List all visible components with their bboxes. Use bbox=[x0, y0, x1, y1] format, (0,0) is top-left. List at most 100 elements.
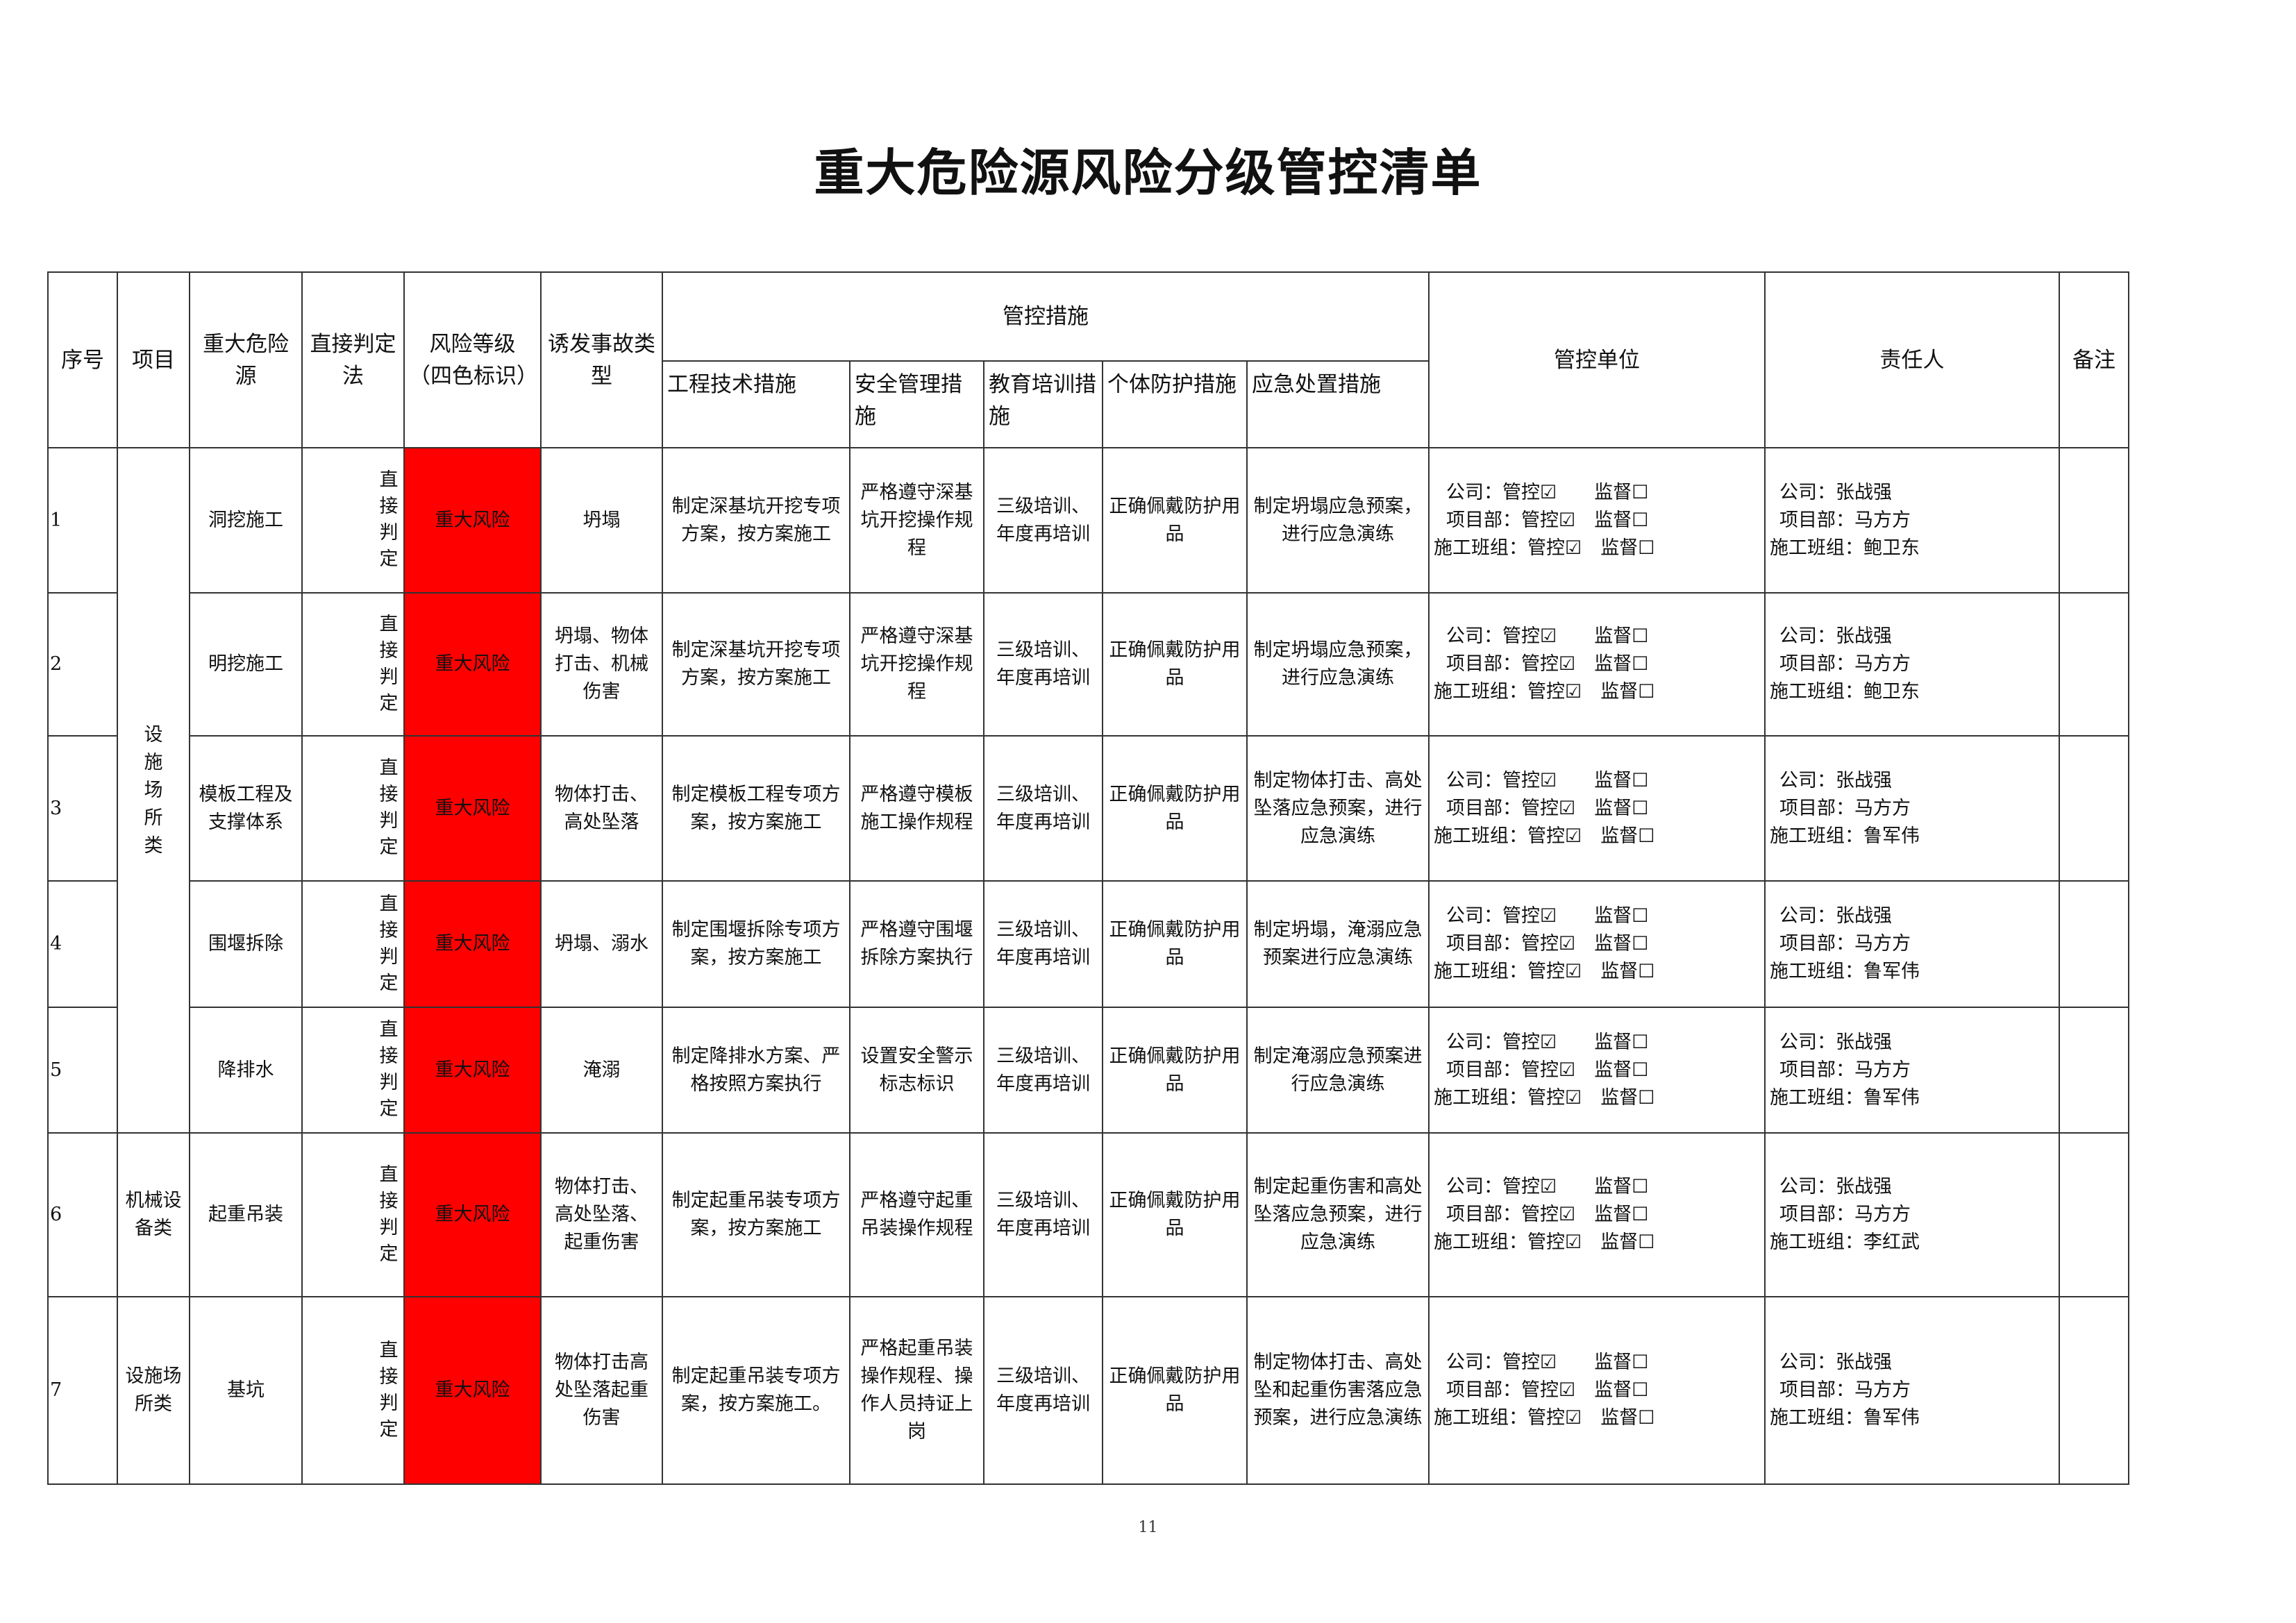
judgement-method: 直接判定 bbox=[301, 1132, 405, 1297]
header-remark: 备注 bbox=[2059, 271, 2130, 448]
method-text: 直接判定 bbox=[379, 757, 399, 858]
control-unit-line[interactable]: 项目部：管控☑ 监督☐ bbox=[1446, 1379, 1649, 1401]
judgement-method: 直接判定 bbox=[301, 447, 405, 594]
ppe-measure: 正确佩戴防护用品 bbox=[1102, 1132, 1248, 1297]
method-text: 直接判定 bbox=[379, 1163, 399, 1265]
control-unit: 公司：管控☑ 监督☐ 项目部：管控☑ 监督☐ 施工班组：管控☑ 监督☐ bbox=[1428, 447, 1766, 594]
project-label: 机械设备类 bbox=[125, 1190, 182, 1239]
risk-control-table: 序号 项目 重大危险源 直接判定法 风险等级（四色标识） 诱发事故类型 管控措施… bbox=[47, 271, 2130, 1485]
control-unit-line[interactable]: 项目部：管控☑ 监督☐ bbox=[1446, 797, 1649, 819]
control-unit-line[interactable]: 项目部：管控☑ 监督☐ bbox=[1446, 933, 1649, 955]
header-risk-level: 风险等级（四色标识） bbox=[403, 271, 542, 448]
risk-level-badge: 重大风险 bbox=[403, 1296, 542, 1485]
table-row: 4 围堰拆除 直接判定 重大风险 坍塌、溺水 制定围堰拆除专项方案，按方案施工 严格遵守围堰… bbox=[47, 880, 2130, 1008]
remark bbox=[2059, 1007, 2130, 1134]
emergency-measure: 制定物体打击、高处坠落应急预案，进行应急演练 bbox=[1246, 735, 1430, 882]
header-management: 安全管理措施 bbox=[849, 360, 984, 448]
remark bbox=[2059, 1132, 2130, 1297]
risk-level-badge: 重大风险 bbox=[403, 592, 542, 737]
control-unit-line[interactable]: 项目部：管控☑ 监督☐ bbox=[1446, 1059, 1649, 1081]
education-measure: 三级培训、年度再培训 bbox=[983, 735, 1103, 882]
method-text: 直接判定 bbox=[379, 893, 399, 994]
table-row: 1 设施场所类 洞挖施工 直接判定 重大风险 坍塌 制定深基坑开挖专项方案，按方案施工 严格遵… bbox=[47, 447, 2130, 1134]
row-seq: 2 bbox=[47, 592, 118, 737]
person-line: 项目部：马方方 bbox=[1779, 1204, 1911, 1225]
table-row: 6 机械设备类 起重吊装 直接判定 重大风险 物体打击、高处坠落、起重伤害 制定起重吊装专项… bbox=[47, 1132, 2130, 1297]
responsible-person: 公司：张战强 项目部：马方方 施工班组：李红武 bbox=[1764, 1132, 2061, 1297]
hazard-name: 模板工程及支撑体系 bbox=[189, 735, 303, 882]
row-seq: 5 bbox=[47, 1007, 118, 1134]
accident-type: 坍塌、溺水 bbox=[540, 880, 663, 1008]
management-measure: 严格遵守围堰拆除方案执行 bbox=[849, 880, 984, 1008]
accident-type: 坍塌 bbox=[540, 447, 663, 594]
accident-type: 物体打击高处坠落起重伤害 bbox=[540, 1296, 663, 1485]
control-unit-line[interactable]: 施工班组：管控☑ 监督☐ bbox=[1434, 961, 1655, 982]
control-unit-line[interactable]: 施工班组：管控☑ 监督☐ bbox=[1434, 681, 1655, 703]
row-seq: 3 bbox=[47, 735, 118, 882]
management-measure: 设置安全警示标志标识 bbox=[849, 1007, 984, 1134]
ppe-measure: 正确佩戴防护用品 bbox=[1102, 1296, 1248, 1485]
risk-level-badge: 重大风险 bbox=[403, 880, 542, 1008]
accident-type: 淹溺 bbox=[540, 1007, 663, 1134]
risk-level-badge: 重大风险 bbox=[403, 1132, 542, 1297]
control-unit-line[interactable]: 施工班组：管控☑ 监督☐ bbox=[1434, 537, 1655, 559]
row-seq: 4 bbox=[47, 880, 118, 1008]
person-line: 施工班组：鲁军伟 bbox=[1770, 1086, 1920, 1109]
person-line: 施工班组：鲁军伟 bbox=[1770, 1407, 1920, 1429]
person-line: 公司：张战强 bbox=[1779, 769, 1893, 791]
header-accident: 诱发事故类型 bbox=[540, 271, 663, 448]
control-unit-line[interactable]: 公司：管控☑ 监督☐ bbox=[1446, 1176, 1649, 1197]
header-measures: 管控措施 bbox=[661, 271, 1430, 362]
control-unit-line[interactable]: 施工班组：管控☑ 监督☐ bbox=[1434, 1086, 1655, 1109]
method-text: 直接判定 bbox=[379, 613, 399, 714]
header-engineering: 工程技术措施 bbox=[662, 360, 850, 448]
control-unit-line[interactable]: 施工班组：管控☑ 监督☐ bbox=[1434, 1231, 1655, 1253]
emergency-measure: 制定坍塌，淹溺应急预案进行应急演练 bbox=[1246, 880, 1430, 1008]
control-unit-line[interactable]: 公司：管控☑ 监督☐ bbox=[1446, 769, 1649, 791]
remark bbox=[2059, 592, 2130, 737]
row-seq: 1 bbox=[47, 447, 118, 594]
engineering-measure: 制定模板工程专项方案，按方案施工 bbox=[662, 735, 850, 882]
person-line: 公司：张战强 bbox=[1779, 625, 1893, 647]
remark bbox=[2059, 447, 2130, 594]
remark bbox=[2059, 1296, 2130, 1485]
engineering-measure: 制定降排水方案、严格按照方案执行 bbox=[662, 1007, 850, 1134]
person-line: 施工班组：鲍卫东 bbox=[1770, 681, 1920, 703]
page-title: 重大危险源风险分级管控清单 bbox=[814, 143, 1482, 202]
engineering-measure: 制定起重吊装专项方案，按方案施工。 bbox=[662, 1296, 850, 1485]
control-unit-line[interactable]: 公司：管控☑ 监督☐ bbox=[1446, 625, 1649, 647]
table-row: 7 设施场所类 基坑 直接判定 重大风险 物体打击高处坠落起重伤害 制定起重吊装专项方案，按… bbox=[47, 1296, 2130, 1485]
management-measure: 严格起重吊装操作规程、操作人员持证上岗 bbox=[849, 1296, 984, 1485]
person-line: 施工班组：鲍卫东 bbox=[1770, 537, 1920, 559]
control-unit-line[interactable]: 施工班组：管控☑ 监督☐ bbox=[1434, 1407, 1655, 1429]
ppe-measure: 正确佩戴防护用品 bbox=[1102, 735, 1248, 882]
control-unit-line[interactable]: 公司：管控☑ 监督☐ bbox=[1446, 1031, 1649, 1053]
control-unit: 公司：管控☑ 监督☐ 项目部：管控☑ 监督☐ 施工班组：管控☑ 监督☐ bbox=[1428, 1132, 1766, 1297]
control-unit-line[interactable]: 项目部：管控☑ 监督☐ bbox=[1446, 1204, 1649, 1225]
project-category: 设施场所类 bbox=[117, 447, 190, 1134]
hazard-name: 洞挖施工 bbox=[189, 447, 303, 594]
hazard-name: 明挖施工 bbox=[189, 592, 303, 737]
judgement-method: 直接判定 bbox=[301, 1007, 405, 1134]
control-unit-line[interactable]: 施工班组：管控☑ 监督☐ bbox=[1434, 825, 1655, 847]
hazard-name: 基坑 bbox=[189, 1296, 303, 1485]
engineering-measure: 制定深基坑开挖专项方案，按方案施工 bbox=[662, 592, 850, 737]
education-measure: 三级培训、年度再培训 bbox=[983, 880, 1103, 1008]
responsible-person: 公司：张战强 项目部：马方方 施工班组：鲁军伟 bbox=[1764, 880, 2061, 1008]
engineering-measure: 制定起重吊装专项方案，按方案施工 bbox=[662, 1132, 850, 1297]
ppe-measure: 正确佩戴防护用品 bbox=[1102, 592, 1248, 737]
control-unit-line[interactable]: 公司：管控☑ 监督☐ bbox=[1446, 905, 1649, 927]
header-project: 项目 bbox=[117, 271, 190, 448]
emergency-measure: 制定起重伤害和高处坠落应急预案，进行应急演练 bbox=[1246, 1132, 1430, 1297]
control-unit: 公司：管控☑ 监督☐ 项目部：管控☑ 监督☐ 施工班组：管控☑ 监督☐ bbox=[1428, 880, 1766, 1008]
person-line: 项目部：马方方 bbox=[1779, 933, 1911, 955]
control-unit-line[interactable]: 项目部：管控☑ 监督☐ bbox=[1446, 653, 1649, 675]
emergency-measure: 制定坍塌应急预案，进行应急演练 bbox=[1246, 447, 1430, 594]
control-unit-line[interactable]: 公司：管控☑ 监督☐ bbox=[1446, 481, 1649, 503]
accident-type: 物体打击、高处坠落、起重伤害 bbox=[540, 1132, 663, 1297]
control-unit-line[interactable]: 公司：管控☑ 监督☐ bbox=[1446, 1352, 1649, 1373]
person-line: 施工班组：鲁军伟 bbox=[1770, 825, 1920, 847]
person-line: 项目部：马方方 bbox=[1779, 797, 1911, 819]
control-unit-line[interactable]: 项目部：管控☑ 监督☐ bbox=[1446, 509, 1649, 531]
engineering-measure: 制定围堰拆除专项方案，按方案施工 bbox=[662, 880, 850, 1008]
